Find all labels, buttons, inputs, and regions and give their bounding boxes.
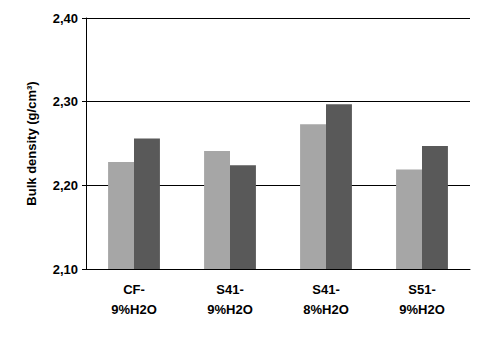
svg-text:9%H2O: 9%H2O — [111, 302, 157, 317]
svg-text:S41-: S41- — [216, 282, 243, 297]
svg-text:9%H2O: 9%H2O — [207, 302, 253, 317]
svg-text:8%H2O: 8%H2O — [303, 302, 349, 317]
svg-text:2,30: 2,30 — [53, 94, 78, 109]
svg-text:2,10: 2,10 — [53, 262, 78, 277]
svg-text:2,20: 2,20 — [53, 178, 78, 193]
svg-text:S41-: S41- — [312, 282, 339, 297]
svg-text:Bulk density (g/cm³): Bulk density (g/cm³) — [24, 81, 39, 205]
svg-text:9%H2O: 9%H2O — [399, 302, 445, 317]
svg-text:S51-: S51- — [408, 282, 435, 297]
svg-text:2,40: 2,40 — [53, 11, 78, 26]
svg-text:CF-: CF- — [123, 282, 145, 297]
